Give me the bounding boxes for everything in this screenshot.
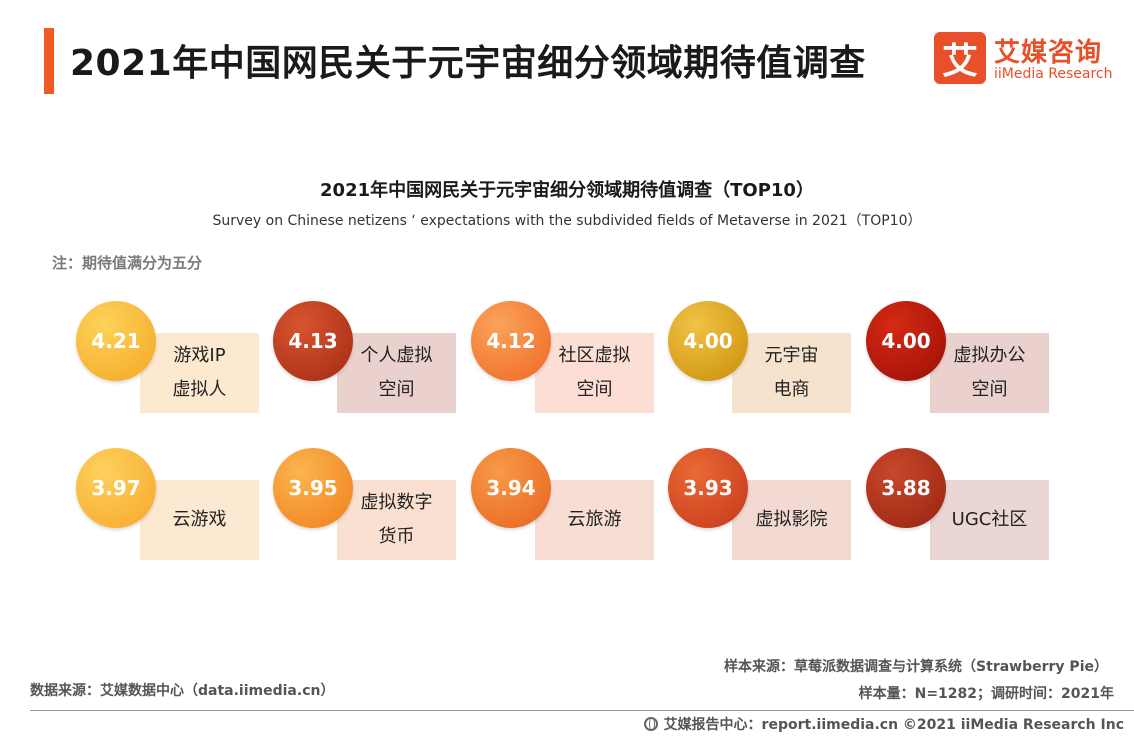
expectation-item: 元宇宙 电商 4.00 — [668, 301, 868, 413]
expectation-item: 虚拟数字 货币 3.95 — [273, 448, 473, 560]
globe-icon — [643, 717, 658, 731]
expectation-item: 云游戏 3.97 — [76, 448, 276, 560]
expectation-value-circle: 4.00 — [668, 301, 748, 381]
sample-info: 样本量：N=1282；调研时间：2021年 — [858, 686, 1114, 702]
field-label-line: 货币 — [378, 526, 415, 547]
expectation-value-circle: 3.97 — [76, 448, 156, 528]
field-label-line: 社区虚拟 — [558, 344, 631, 366]
expectation-value-circle: 4.21 — [76, 301, 156, 381]
expectation-item: 云旅游 3.94 — [471, 448, 671, 560]
field-label-line: 空间 — [378, 379, 415, 400]
field-label: 虚拟办公 空间 — [930, 333, 1049, 413]
sample-source: 样本来源：草莓派数据调查与计算系统（Strawberry Pie） — [724, 659, 1108, 675]
expectation-value-circle: 3.93 — [668, 448, 748, 528]
field-label-line: 云游戏 — [172, 508, 227, 530]
field-label-line: 空间 — [576, 379, 613, 400]
logo-english-name: iiMedia Research — [994, 66, 1113, 82]
field-label: UGC社区 — [930, 480, 1049, 560]
field-label-line: 空间 — [971, 379, 1008, 400]
expectation-value-circle: 3.95 — [273, 448, 353, 528]
field-label-line: 虚拟办公 — [953, 344, 1026, 366]
footer-divider — [30, 710, 1134, 711]
field-label-line: 虚拟影院 — [755, 508, 828, 530]
field-label-line: 虚拟人 — [172, 379, 227, 400]
chart-subtitle: Survey on Chinese netizens ‘ expectation… — [212, 213, 922, 229]
logo-mark: 艾 — [934, 32, 986, 84]
expectation-item: 游戏IP 虚拟人 4.21 — [76, 301, 276, 413]
title-accent-bar — [44, 28, 54, 94]
chart-title: 2021年中国网民关于元宇宙细分领域期待值调查（TOP10） — [320, 180, 814, 201]
copyright: 艾媒报告中心：report.iimedia.cn ©2021 iiMedia R… — [643, 714, 1124, 734]
field-label: 云游戏 — [140, 480, 259, 560]
field-label-line: UGC社区 — [951, 508, 1028, 530]
field-label-line: 虚拟数字 — [360, 491, 433, 513]
data-source: 数据来源：艾媒数据中心（data.iimedia.cn） — [30, 683, 335, 699]
chart-note: 注：期待值满分为五分 — [52, 254, 203, 272]
field-label: 游戏IP 虚拟人 — [140, 333, 259, 413]
expectation-item: UGC社区 3.88 — [866, 448, 1066, 560]
expectation-item: 虚拟办公 空间 4.00 — [866, 301, 1066, 413]
page-title: 2021年中国网民关于元宇宙细分领域期待值调查 — [70, 43, 866, 84]
expectation-value-circle: 4.12 — [471, 301, 551, 381]
field-label-line: 个人虚拟 — [360, 344, 433, 366]
field-label-line: 元宇宙 — [764, 344, 819, 366]
expectation-item: 社区虚拟 空间 4.12 — [471, 301, 671, 413]
iimedia-logo: 艾 艾媒咨询 iiMedia Research — [934, 32, 1114, 88]
field-label-line: 电商 — [773, 379, 810, 400]
expectation-item: 虚拟影院 3.93 — [668, 448, 868, 560]
field-label: 元宇宙 电商 — [732, 333, 851, 413]
expectation-value-circle: 3.94 — [471, 448, 551, 528]
field-label-line: 游戏IP — [173, 344, 226, 366]
expectation-value-circle: 3.88 — [866, 448, 946, 528]
logo-chinese-name: 艾媒咨询 — [994, 38, 1103, 68]
field-label: 个人虚拟 空间 — [337, 333, 456, 413]
field-label: 社区虚拟 空间 — [535, 333, 654, 413]
expectation-item: 个人虚拟 空间 4.13 — [273, 301, 473, 413]
field-label: 虚拟影院 — [732, 480, 851, 560]
field-label: 虚拟数字 货币 — [337, 480, 456, 560]
field-label: 云旅游 — [535, 480, 654, 560]
field-label-line: 云旅游 — [567, 508, 622, 530]
expectation-value-circle: 4.00 — [866, 301, 946, 381]
copyright-text: 艾媒报告中心：report.iimedia.cn ©2021 iiMedia R… — [663, 717, 1124, 733]
expectation-value-circle: 4.13 — [273, 301, 353, 381]
